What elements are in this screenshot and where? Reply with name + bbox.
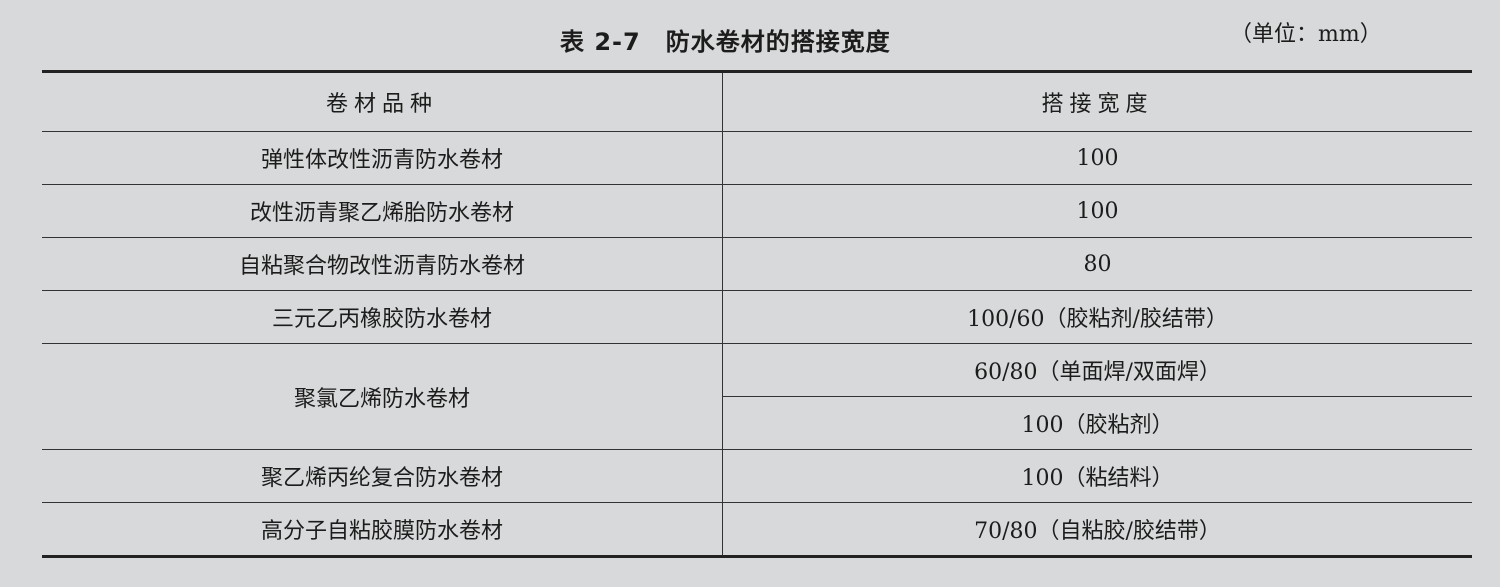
- lap-width: 60/80（单面焊/双面焊）: [722, 343, 1472, 397]
- unit-label: （单位：mm）: [1230, 22, 1382, 47]
- table-title: 表 2-7 防水卷材的搭接宽度: [560, 28, 891, 56]
- table-row: 聚氯乙烯防水卷材 60/80（单面焊/双面焊）: [42, 343, 1472, 450]
- lap-width-table: 卷材品种 搭接宽度 弹性体改性沥青防水卷材 100 改性沥青聚乙烯胎防水卷材 100…: [42, 70, 1472, 558]
- header-material-type: 卷材品种: [42, 71, 723, 132]
- lap-width: 100（粘结料）: [722, 449, 1472, 503]
- lap-width: 80: [722, 237, 1472, 291]
- table-row: 自粘聚合物改性沥青防水卷材 80: [42, 237, 1472, 291]
- material-type: 自粘聚合物改性沥青防水卷材: [42, 237, 723, 291]
- material-type: 弹性体改性沥青防水卷材: [42, 131, 723, 185]
- table-row: 弹性体改性沥青防水卷材 100: [42, 131, 1472, 185]
- table-row: 改性沥青聚乙烯胎防水卷材 100: [42, 184, 1472, 238]
- lap-width: 100: [722, 131, 1472, 185]
- table-row: 高分子自粘胶膜防水卷材 70/80（自粘胶/胶结带）: [42, 502, 1472, 557]
- lap-width: 100（胶粘剂）: [722, 396, 1472, 450]
- header-lap-width: 搭接宽度: [722, 71, 1472, 132]
- table-row: 三元乙丙橡胶防水卷材 100/60（胶粘剂/胶结带）: [42, 290, 1472, 344]
- material-type: 聚乙烯丙纶复合防水卷材: [42, 449, 723, 503]
- lap-width: 100: [722, 184, 1472, 238]
- material-type: 三元乙丙橡胶防水卷材: [42, 290, 723, 344]
- material-type: 改性沥青聚乙烯胎防水卷材: [42, 184, 723, 238]
- lap-width: 100/60（胶粘剂/胶结带）: [722, 290, 1472, 344]
- material-type: 高分子自粘胶膜防水卷材: [42, 502, 723, 557]
- lap-width: 70/80（自粘胶/胶结带）: [974, 519, 1221, 544]
- material-type: 聚氯乙烯防水卷材: [42, 343, 723, 450]
- header-row: 卷材品种 搭接宽度: [42, 71, 1472, 132]
- table-row: 聚乙烯丙纶复合防水卷材 100（粘结料）: [42, 449, 1472, 503]
- table-row: 100（胶粘剂）: [42, 396, 1472, 450]
